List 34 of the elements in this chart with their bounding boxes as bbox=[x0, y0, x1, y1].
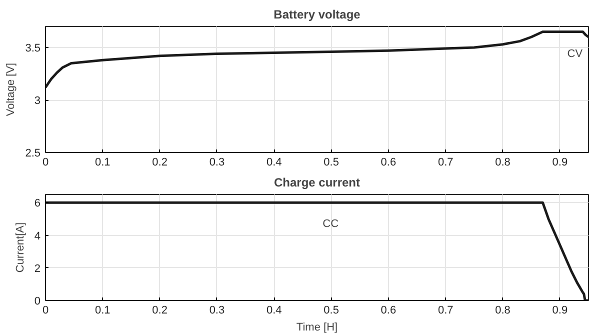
y-tick-label: 4 bbox=[34, 230, 41, 242]
x-tick-label: 0.9 bbox=[552, 156, 568, 168]
x-tick-label: 0.8 bbox=[495, 304, 510, 316]
x-tick-label: 0.1 bbox=[95, 156, 110, 168]
x-tick-label: 0.7 bbox=[438, 304, 454, 316]
x-tick-label: 0.4 bbox=[266, 304, 282, 316]
y-tick-label: 0 bbox=[34, 296, 41, 308]
x-tick-label: 0.6 bbox=[380, 156, 396, 168]
annotation: CV bbox=[567, 48, 584, 60]
x-tick-label: 0.4 bbox=[266, 156, 282, 168]
x-tick-label: 0.5 bbox=[324, 156, 339, 168]
chart-title: Battery voltage bbox=[274, 8, 361, 22]
x-tick-label: 0.9 bbox=[552, 304, 568, 316]
x-tick-label: 0.2 bbox=[152, 156, 168, 168]
x-tick-label: 0.2 bbox=[152, 304, 168, 316]
x-tick-label: 0 bbox=[42, 304, 49, 316]
y-axis-title: Current[A] bbox=[14, 222, 26, 273]
chart-title: Charge current bbox=[274, 176, 360, 190]
x-tick-label: 0 bbox=[42, 156, 49, 168]
x-tick-label: 0.6 bbox=[380, 304, 396, 316]
x-tick-label: 0.3 bbox=[209, 156, 225, 168]
annotation: CC bbox=[322, 218, 339, 230]
y-tick-label: 6 bbox=[34, 198, 41, 210]
y-axis-title: Voltage [V] bbox=[5, 62, 18, 116]
x-tick-label: 0.3 bbox=[209, 304, 225, 316]
y-tick-label: 2 bbox=[34, 262, 41, 275]
y-tick-label: 2.5 bbox=[25, 148, 41, 160]
x-tick-label: 0.5 bbox=[324, 304, 339, 316]
x-axis-title: Time [H] bbox=[296, 322, 338, 334]
x-tick-label: 0.8 bbox=[495, 156, 510, 168]
x-tick-label: 0.1 bbox=[95, 304, 110, 316]
y-tick-label: 3 bbox=[34, 95, 41, 107]
x-tick-label: 0.7 bbox=[438, 156, 454, 168]
y-tick-label: 3.5 bbox=[25, 42, 41, 54]
